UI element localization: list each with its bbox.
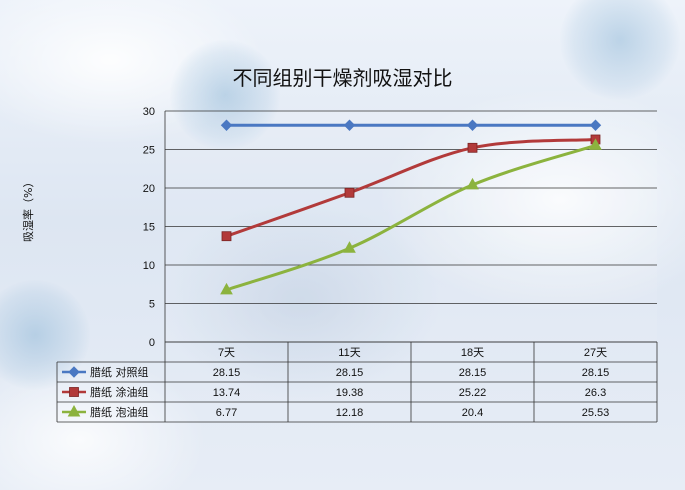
legend-label: 腊纸 泡油组 xyxy=(90,405,149,419)
table-value: 19.38 xyxy=(336,387,364,399)
y-tick-label: 10 xyxy=(143,260,155,272)
x-category-label: 11天 xyxy=(338,347,360,359)
table-value: 20.4 xyxy=(462,407,483,419)
y-tick-label: 20 xyxy=(143,183,155,195)
x-category-label: 7天 xyxy=(218,347,235,359)
data-point xyxy=(466,119,479,131)
table-value: 6.77 xyxy=(216,407,237,419)
y-tick-label: 0 xyxy=(149,337,155,349)
data-point xyxy=(343,119,356,131)
table-value: 12.18 xyxy=(336,407,364,419)
data-point xyxy=(589,138,602,150)
y-tick-label: 30 xyxy=(143,106,155,118)
data-point xyxy=(220,282,233,295)
legend-marker xyxy=(68,366,80,378)
data-point xyxy=(467,142,478,153)
data-point xyxy=(220,119,233,131)
data-point xyxy=(221,231,232,242)
data-point xyxy=(466,177,479,190)
table-value: 25.22 xyxy=(459,387,487,399)
legend-label: 腊纸 对照组 xyxy=(90,365,149,379)
x-category-label: 18天 xyxy=(461,347,484,359)
data-point xyxy=(344,187,355,198)
table-value: 26.3 xyxy=(585,387,606,399)
table-value: 28.15 xyxy=(459,367,487,379)
series-line xyxy=(226,143,596,292)
series-line xyxy=(226,137,596,238)
table-value: 25.53 xyxy=(582,407,610,419)
table-value: 13.74 xyxy=(213,387,241,399)
y-tick-label: 5 xyxy=(149,299,155,311)
chart-title: 不同组别干燥剂吸湿对比 xyxy=(232,66,453,90)
background-decoration xyxy=(170,40,280,150)
x-category-label: 27天 xyxy=(584,347,607,359)
data-point xyxy=(589,119,602,131)
table-value: 28.15 xyxy=(336,367,364,379)
table-value: 28.15 xyxy=(582,367,610,379)
y-tick-label: 25 xyxy=(143,145,155,157)
table-value: 28.15 xyxy=(213,367,241,379)
background-decoration xyxy=(560,0,680,100)
legend-label: 腊纸 涂油组 xyxy=(90,385,149,399)
legend-marker xyxy=(69,387,79,397)
legend-marker xyxy=(67,404,81,417)
y-tick-label: 15 xyxy=(143,222,155,234)
data-point xyxy=(343,241,356,253)
